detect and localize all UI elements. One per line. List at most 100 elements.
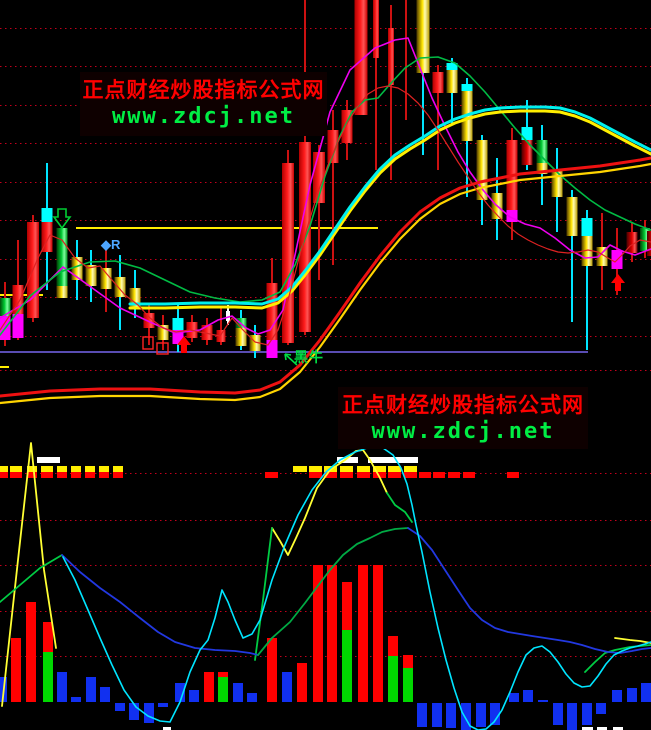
histogram-bar xyxy=(388,656,398,702)
ribbon-yellow xyxy=(85,466,95,472)
candle-wick xyxy=(375,0,377,170)
fast-yellow-a xyxy=(1,442,57,707)
histogram-bar xyxy=(553,703,563,725)
histogram-bar xyxy=(218,677,228,702)
ribbon-red xyxy=(404,472,417,478)
black-bull-pointer xyxy=(284,353,287,361)
watermark-box-top: 正点财经炒股指标公式网 www.zdcj.net xyxy=(80,72,327,136)
fast-green-a xyxy=(0,554,63,603)
candle-body xyxy=(354,0,368,115)
histogram-bar xyxy=(297,663,307,702)
candle-body xyxy=(266,283,278,340)
white-dash xyxy=(163,727,171,730)
candle-body xyxy=(172,318,184,330)
histogram-bar xyxy=(233,683,243,702)
histogram-bar xyxy=(175,683,185,702)
watermark-url: www.zdcj.net xyxy=(112,104,295,129)
candle-wick xyxy=(437,65,439,170)
ma-magenta xyxy=(0,37,651,335)
white-dash xyxy=(613,727,623,730)
ribbon-red xyxy=(309,472,322,478)
histogram-bar xyxy=(596,703,606,714)
ribbon-yellow xyxy=(10,466,22,472)
watermark-box-bottom: 正点财经炒股指标公式网 www.zdcj.net xyxy=(338,387,588,449)
histogram-bar xyxy=(388,636,398,656)
histogram-bar xyxy=(342,630,352,702)
candle-body xyxy=(566,197,578,236)
ribbon-white xyxy=(368,457,418,463)
histogram-bar xyxy=(612,690,622,702)
ribbon-red xyxy=(373,472,386,478)
fast-green-c xyxy=(386,492,413,523)
buy-signal-arrow xyxy=(611,274,625,291)
ribbon-red xyxy=(433,472,445,478)
candle-body xyxy=(626,232,638,253)
candle-body xyxy=(647,231,651,256)
histogram-bar xyxy=(26,602,36,702)
histogram-bar xyxy=(115,703,125,711)
candle-body xyxy=(373,0,379,58)
candle-body xyxy=(71,257,83,280)
histogram-bar xyxy=(129,703,139,720)
ribbon-yellow xyxy=(293,466,307,472)
histogram-bar xyxy=(158,703,168,707)
r-signal-marker: ◆R xyxy=(101,237,121,252)
stoch-cyan xyxy=(62,446,651,730)
histogram-bar xyxy=(461,703,471,730)
ribbon-red xyxy=(71,472,81,478)
candle-body xyxy=(506,210,518,222)
ribbon-red xyxy=(27,472,37,478)
slow-blue-b xyxy=(407,527,651,654)
white-dash xyxy=(597,727,607,730)
histogram-bar xyxy=(218,672,228,677)
candle-body xyxy=(100,268,112,289)
candle-body xyxy=(461,84,473,91)
candle-body xyxy=(12,285,24,314)
ribbon-red xyxy=(85,472,95,478)
watermark-title: 正点财经炒股指标公式网 xyxy=(342,394,584,417)
candle-body xyxy=(521,140,533,165)
candle-body xyxy=(536,140,548,163)
candle-body xyxy=(476,140,488,200)
black-bull-pointer xyxy=(284,353,292,356)
black-bull-label: 黑牛 xyxy=(294,349,324,365)
ribbon-yellow xyxy=(373,466,386,472)
candle-wick xyxy=(422,70,424,155)
ribbon-yellow xyxy=(113,466,123,472)
ribbon-red xyxy=(340,472,353,478)
candle-wick xyxy=(318,145,320,280)
candle-body xyxy=(56,228,68,286)
ma-thin-red xyxy=(0,85,651,346)
candle-wick xyxy=(405,0,407,120)
ribbon-red xyxy=(448,472,460,478)
histogram-bar xyxy=(342,582,352,630)
histogram-bar xyxy=(523,690,533,702)
ribbon-red xyxy=(0,472,8,478)
ma-yellow-band xyxy=(128,109,651,310)
slow-green-rise xyxy=(257,527,409,656)
ribbon-yellow xyxy=(0,466,8,472)
watermark-title: 正点财经炒股指标公式网 xyxy=(82,79,325,102)
histogram-bar xyxy=(567,703,577,730)
ribbon-yellow xyxy=(71,466,81,472)
ribbon-yellow xyxy=(309,466,322,472)
ribbon-red xyxy=(507,472,519,478)
histogram-bar xyxy=(582,703,592,725)
histogram-bar xyxy=(267,638,277,702)
candle-body xyxy=(249,335,261,351)
candle-body xyxy=(157,325,169,340)
histogram-bar xyxy=(432,703,442,727)
histogram-bar xyxy=(417,703,427,727)
hollow-candle-outline xyxy=(142,336,154,350)
ribbon-red xyxy=(324,472,337,478)
histogram-bar xyxy=(71,697,81,702)
histogram-bar xyxy=(509,693,519,702)
ma-thick-red xyxy=(0,156,651,398)
ribbon-red xyxy=(419,472,431,478)
ma-cyan-band xyxy=(128,105,651,306)
ribbon-yellow xyxy=(404,466,417,472)
candle-wick xyxy=(332,110,334,265)
histogram-bar xyxy=(189,690,199,702)
candle-body xyxy=(235,328,247,346)
candle-body xyxy=(388,28,394,85)
